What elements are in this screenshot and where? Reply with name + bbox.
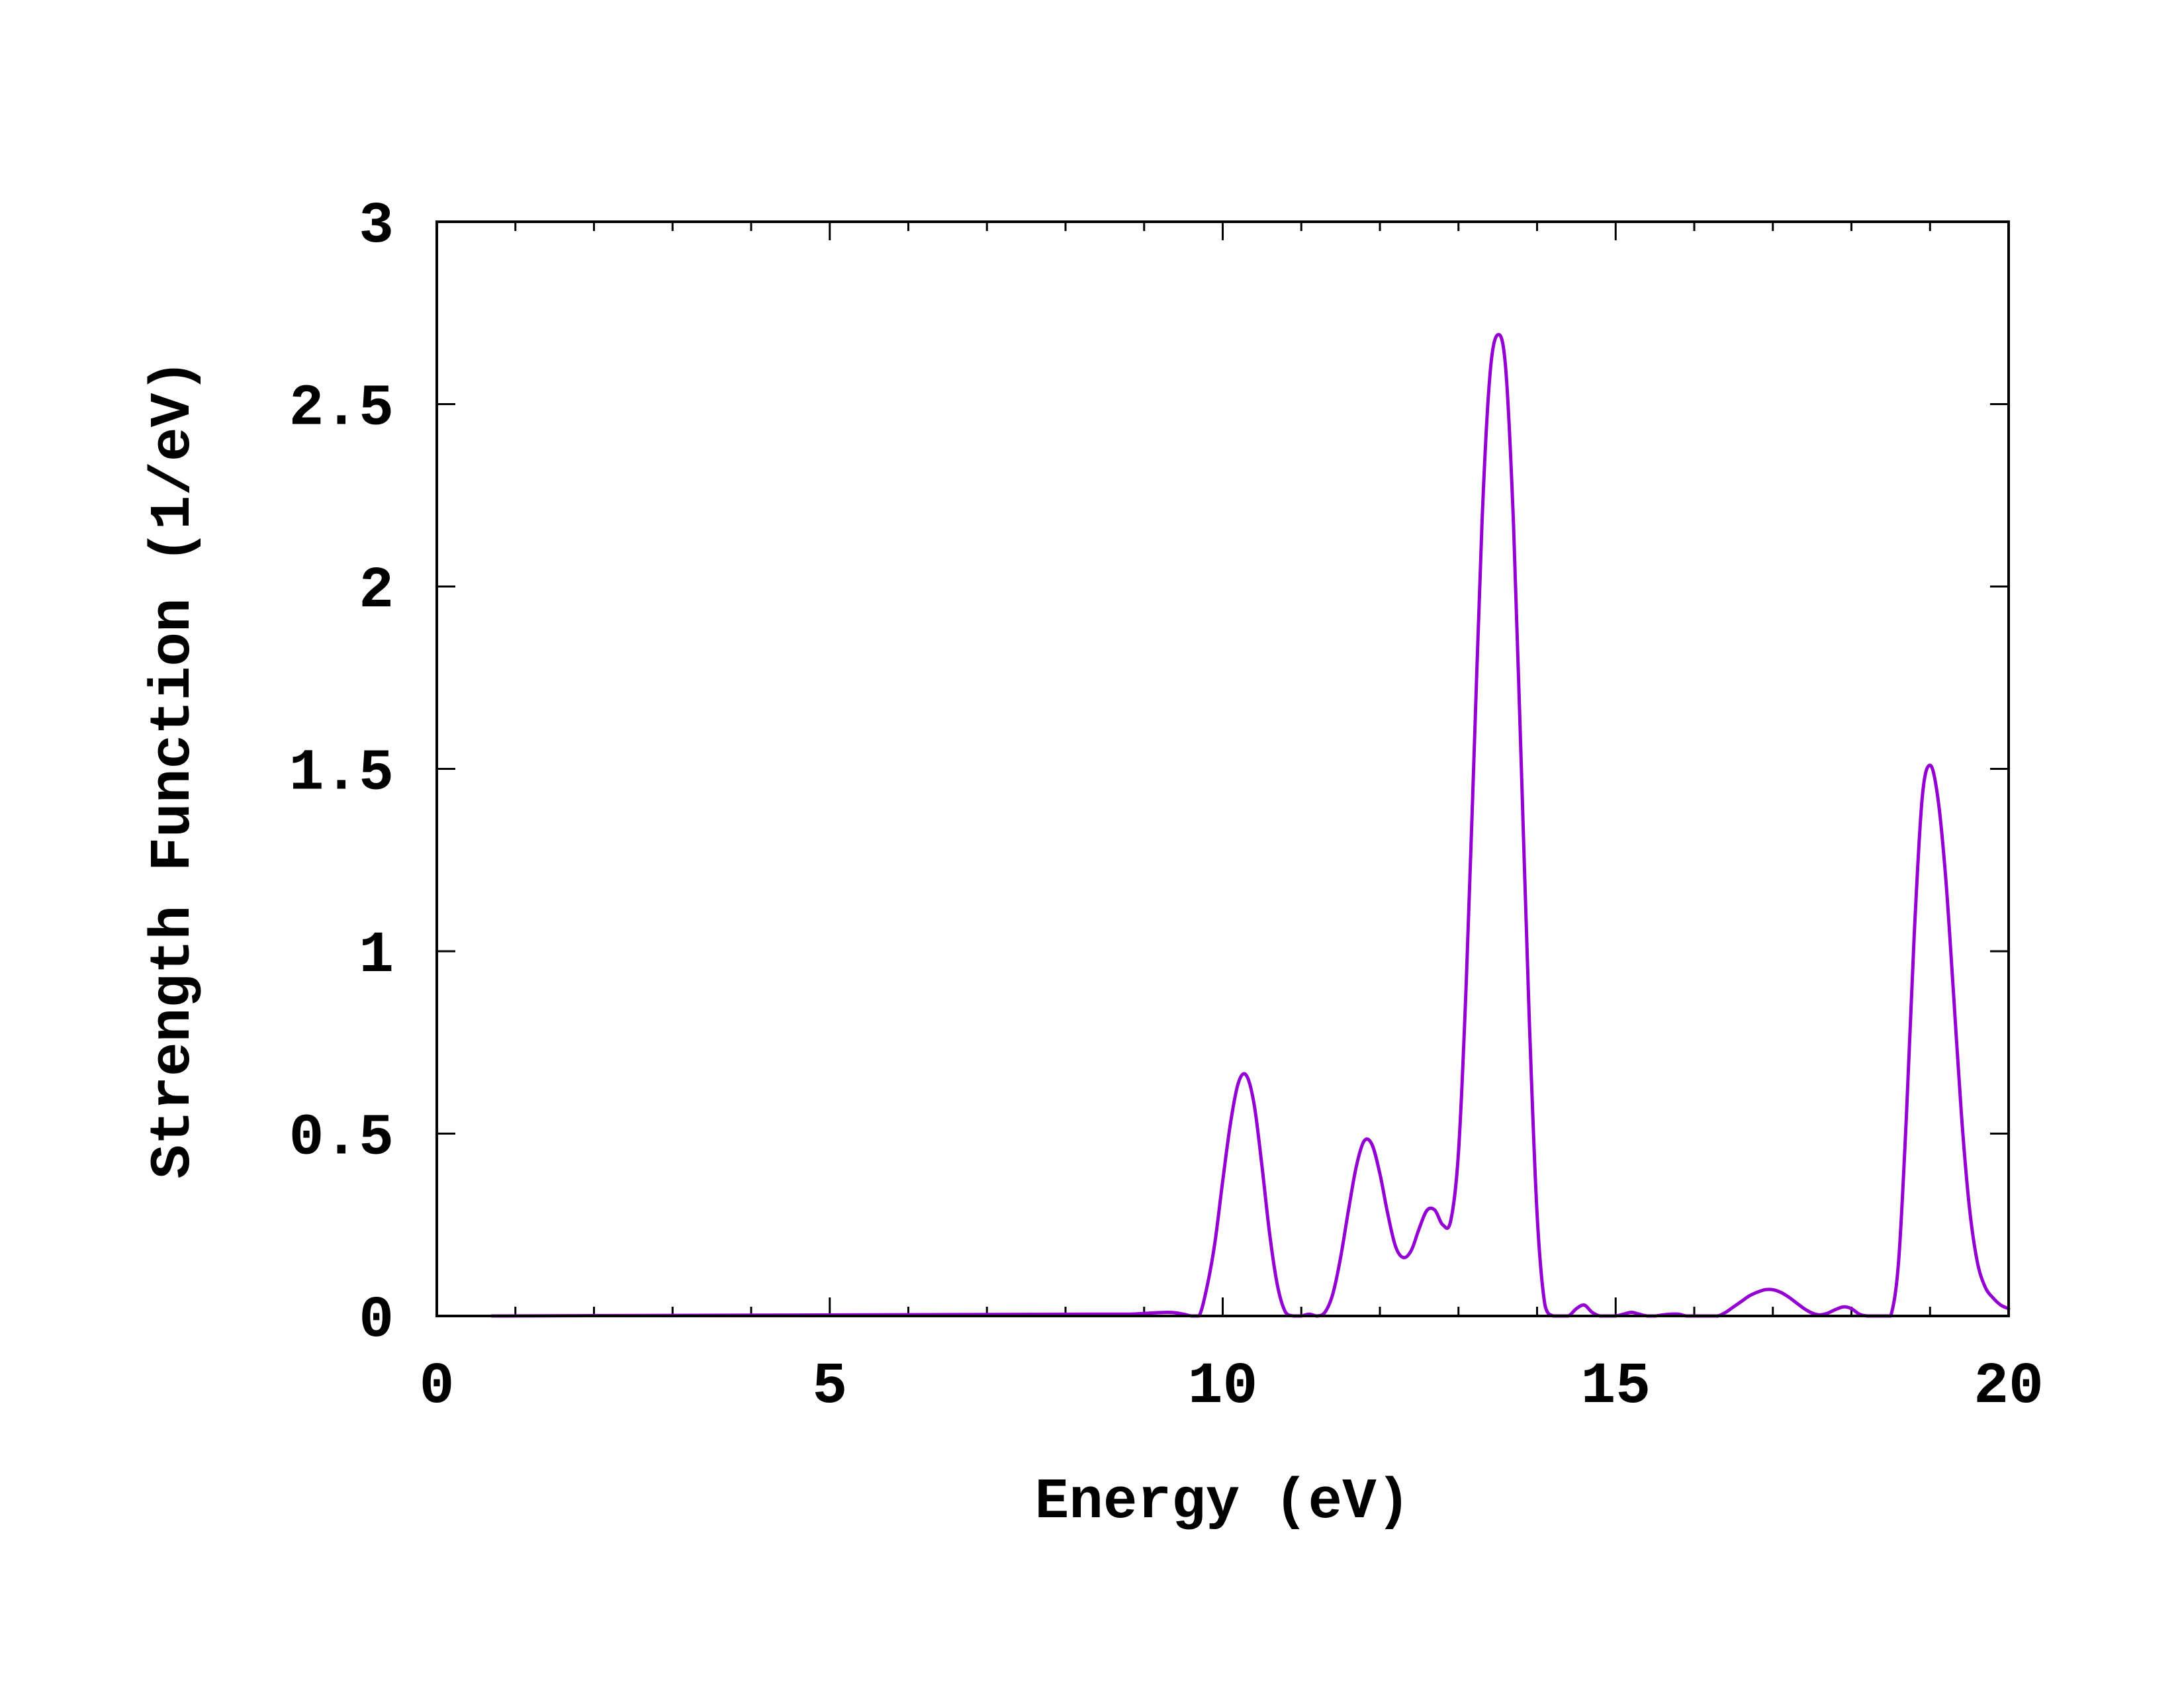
- y-axis-title: Strength Function (1/eV): [141, 359, 206, 1179]
- y-tick-label: 2: [359, 559, 394, 624]
- x-axis-title: Energy (eV): [1035, 1470, 1411, 1534]
- ticks-layer: [435, 220, 2010, 1317]
- x-tick-label: 10: [1188, 1354, 1258, 1420]
- labels-layer: 0 5 10 15 20 0 0.5 1 1.5 2 2.5 3: [289, 194, 2044, 1420]
- y-tick-label: 2.5: [289, 377, 394, 442]
- y-tick-label: 1.5: [289, 741, 394, 807]
- plot-frame: [435, 220, 2010, 1317]
- y-tick-label: 1: [359, 923, 394, 989]
- x-tick-label: 20: [1974, 1354, 2044, 1420]
- x-tick-label: 5: [812, 1354, 847, 1420]
- x-tick-label: 0: [420, 1354, 455, 1420]
- y-tick-label: 0: [359, 1288, 394, 1354]
- x-tick-label: 15: [1580, 1354, 1651, 1420]
- y-tick-label: 0.5: [289, 1106, 394, 1172]
- y-tick-label: 3: [359, 194, 394, 259]
